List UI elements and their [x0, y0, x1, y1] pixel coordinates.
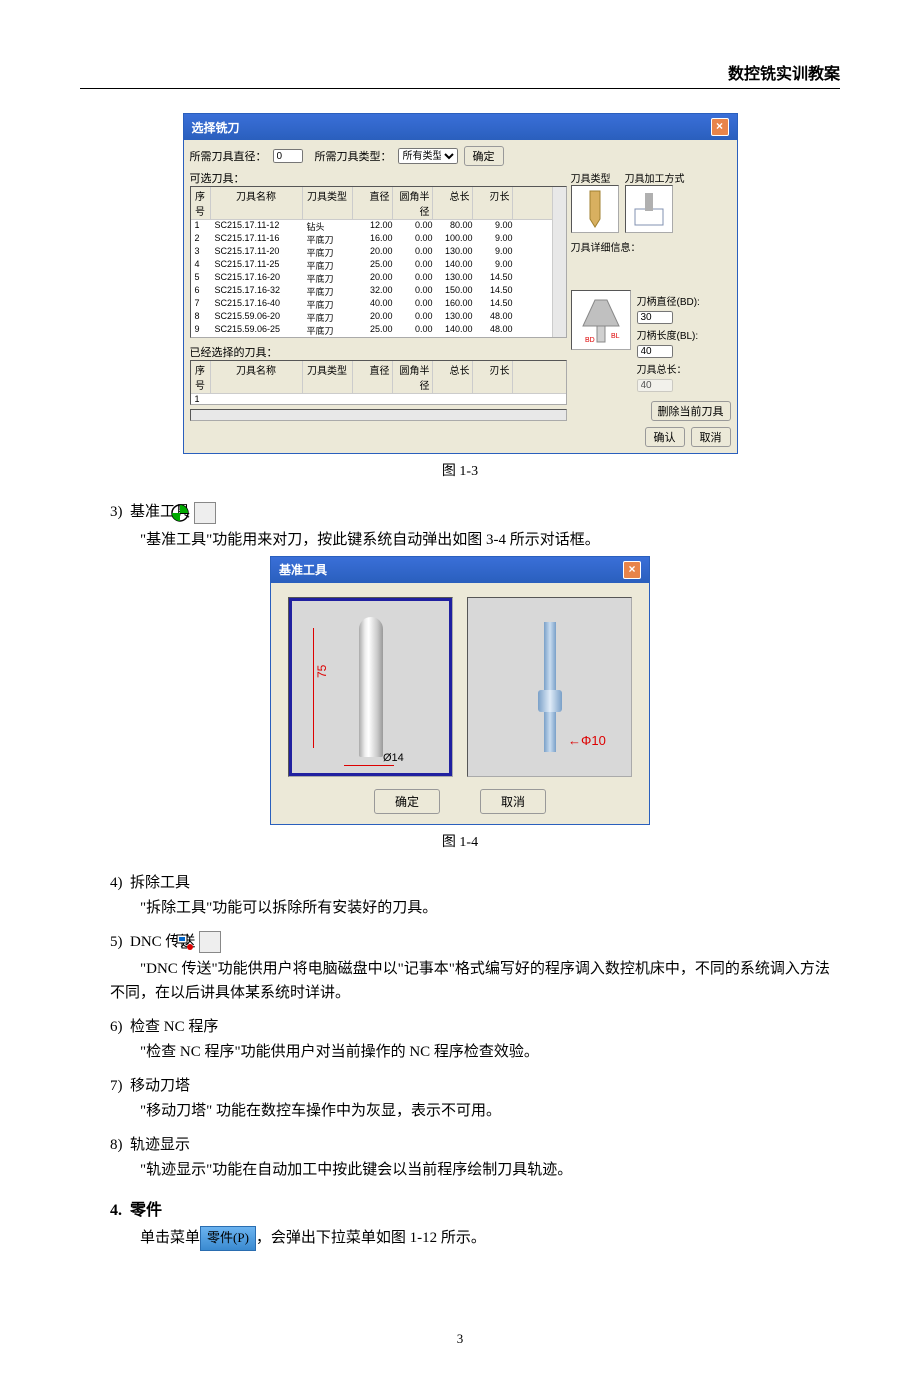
diameter-input[interactable] — [273, 149, 303, 163]
page-number: 3 — [80, 1331, 840, 1347]
svg-text:BD: BD — [585, 337, 595, 344]
heading-4: 4. 零件 — [110, 1196, 840, 1220]
dim-diameter: Ø14 — [383, 752, 404, 764]
datum-tool-icon — [194, 502, 216, 524]
figure1-caption: 图 1-3 — [80, 460, 840, 480]
dim-height: 75 — [315, 664, 329, 677]
section-3-text: "基准工具"功能用来对刀，按此键系统自动弹出如图 3-4 所示对话框。 — [80, 528, 840, 552]
delete-tool-button[interactable]: 删除当前刀具 — [651, 401, 731, 421]
col-idx: 序号 — [191, 187, 211, 219]
section-7: 7) 移动刀塔 — [80, 1074, 840, 1095]
dialog2-title: 基准工具 — [279, 561, 327, 578]
tool1-panel[interactable]: 75 Ø14 — [288, 597, 453, 777]
table-row[interactable]: 8SC215.59.06-20平底刀20.000.00130.0048.00 — [191, 311, 552, 324]
table-row[interactable]: 2SC215.17.11-16平底刀16.000.00100.009.00 — [191, 233, 552, 246]
table-row[interactable]: 9SC215.59.06-25平底刀25.000.00140.0048.00 — [191, 324, 552, 337]
section-5-text: "DNC 传送"功能供用户将电脑磁盘中以"记事本"格式编写好的程序调入数控机床中… — [80, 957, 840, 1005]
section-4-text: "拆除工具"功能可以拆除所有安装好的刀具。 — [80, 896, 840, 920]
section-8: 8) 轨迹显示 — [80, 1133, 840, 1154]
dnc-icon — [199, 931, 221, 953]
section-6: 6) 检查 NC 程序 — [80, 1015, 840, 1036]
tool-table: 序号 刀具名称 刀具类型 直径 圆角半径 总长 刃长 1SC215.17.11-… — [190, 186, 567, 338]
close-icon[interactable]: × — [711, 118, 729, 136]
header-divider — [80, 88, 840, 89]
selected-label: 已经选择的刀具： — [190, 344, 567, 360]
holder-d-input[interactable] — [637, 311, 673, 324]
col-dia: 直径 — [353, 187, 393, 219]
section-8-text: "轨迹显示"功能在自动加工中按此键会以当前程序绘制刀具轨迹。 — [80, 1158, 840, 1182]
dlg2-cancel-button[interactable]: 取消 — [480, 789, 546, 814]
diameter-label: 所需刀具直径： — [190, 148, 267, 164]
dialog1-titlebar[interactable]: 选择铣刀 × — [184, 114, 737, 140]
available-label: 可选刀具： — [190, 170, 567, 186]
heading-4-text: 单击菜单零件(P)，会弹出下拉菜单如图 1-12 所示。 — [80, 1226, 840, 1251]
detail-label: 刀具详细信息： — [571, 239, 731, 254]
section-6-text: "检查 NC 程序"功能供用户对当前操作的 NC 程序检查效验。 — [80, 1040, 840, 1064]
filter-ok-button[interactable]: 确定 — [464, 146, 504, 166]
col-rad: 圆角半径 — [393, 187, 433, 219]
section-5: 5) DNC 传送 — [80, 930, 840, 954]
dialog1-title: 选择铣刀 — [192, 119, 240, 136]
phi-label: ←Φ10 — [568, 733, 606, 748]
dialog2-titlebar[interactable]: 基准工具 × — [271, 557, 649, 583]
table-row[interactable]: 5SC215.17.16-20平底刀20.000.00130.0014.50 — [191, 272, 552, 285]
tooltype-thumb — [571, 185, 619, 233]
svg-text:BL: BL — [611, 333, 620, 340]
figure2-caption: 图 1-4 — [80, 831, 840, 851]
holder-diagram: BL BD — [571, 290, 631, 350]
close-icon[interactable]: × — [623, 561, 641, 579]
section-4: 4) 拆除工具 — [80, 871, 840, 892]
col-type: 刀具类型 — [303, 187, 353, 219]
cancel-button[interactable]: 取消 — [691, 427, 731, 447]
table-row[interactable]: 1SC215.17.11-12钻头12.000.0080.009.00 — [191, 220, 552, 233]
scrollbar[interactable] — [552, 187, 566, 337]
method-label: 刀具加工方式 — [625, 170, 685, 185]
confirm-button[interactable]: 确认 — [645, 427, 685, 447]
section-7-text: "移动刀塔" 功能在数控车操作中为灰显，表示不可用。 — [80, 1099, 840, 1123]
selected-row[interactable]: 1 — [191, 394, 566, 404]
section-3: 3) 基准工具 — [80, 500, 840, 524]
datum-tool-dialog: 基准工具 × 75 Ø14 ←Φ10 确定 取消 — [270, 556, 650, 825]
dlg2-ok-button[interactable]: 确定 — [374, 789, 440, 814]
tool-total-input — [637, 379, 673, 392]
table-row[interactable]: 4SC215.17.11-25平底刀25.000.00140.009.00 — [191, 259, 552, 272]
holder-l-input[interactable] — [637, 345, 673, 358]
col-name: 刀具名称 — [211, 187, 303, 219]
select-tool-dialog: 选择铣刀 × 所需刀具直径： 所需刀具类型： 所有类型 确定 可选刀具： — [183, 113, 738, 454]
table-row[interactable]: 3SC215.17.11-20平底刀20.000.00130.009.00 — [191, 246, 552, 259]
method-thumb — [625, 185, 673, 233]
type-label: 所需刀具类型： — [315, 148, 392, 164]
part-menu-button[interactable]: 零件(P) — [200, 1226, 256, 1251]
col-cut: 刃长 — [473, 187, 513, 219]
table-row[interactable]: 6SC215.17.16-32平底刀32.000.00150.0014.50 — [191, 285, 552, 298]
h-scrollbar[interactable] — [190, 409, 567, 421]
table-row[interactable]: 7SC215.17.16-40平底刀40.000.00160.0014.50 — [191, 298, 552, 311]
col-len: 总长 — [433, 187, 473, 219]
page-header: 数控铣实训教案 — [80, 60, 840, 84]
selected-table: 序号 刀具名称 刀具类型 直径 圆角半径 总长 刃长 1 — [190, 360, 567, 405]
type-select[interactable]: 所有类型 — [398, 148, 458, 164]
tool2-panel[interactable]: ←Φ10 — [467, 597, 632, 777]
tooltype-label: 刀具类型 — [571, 170, 619, 185]
